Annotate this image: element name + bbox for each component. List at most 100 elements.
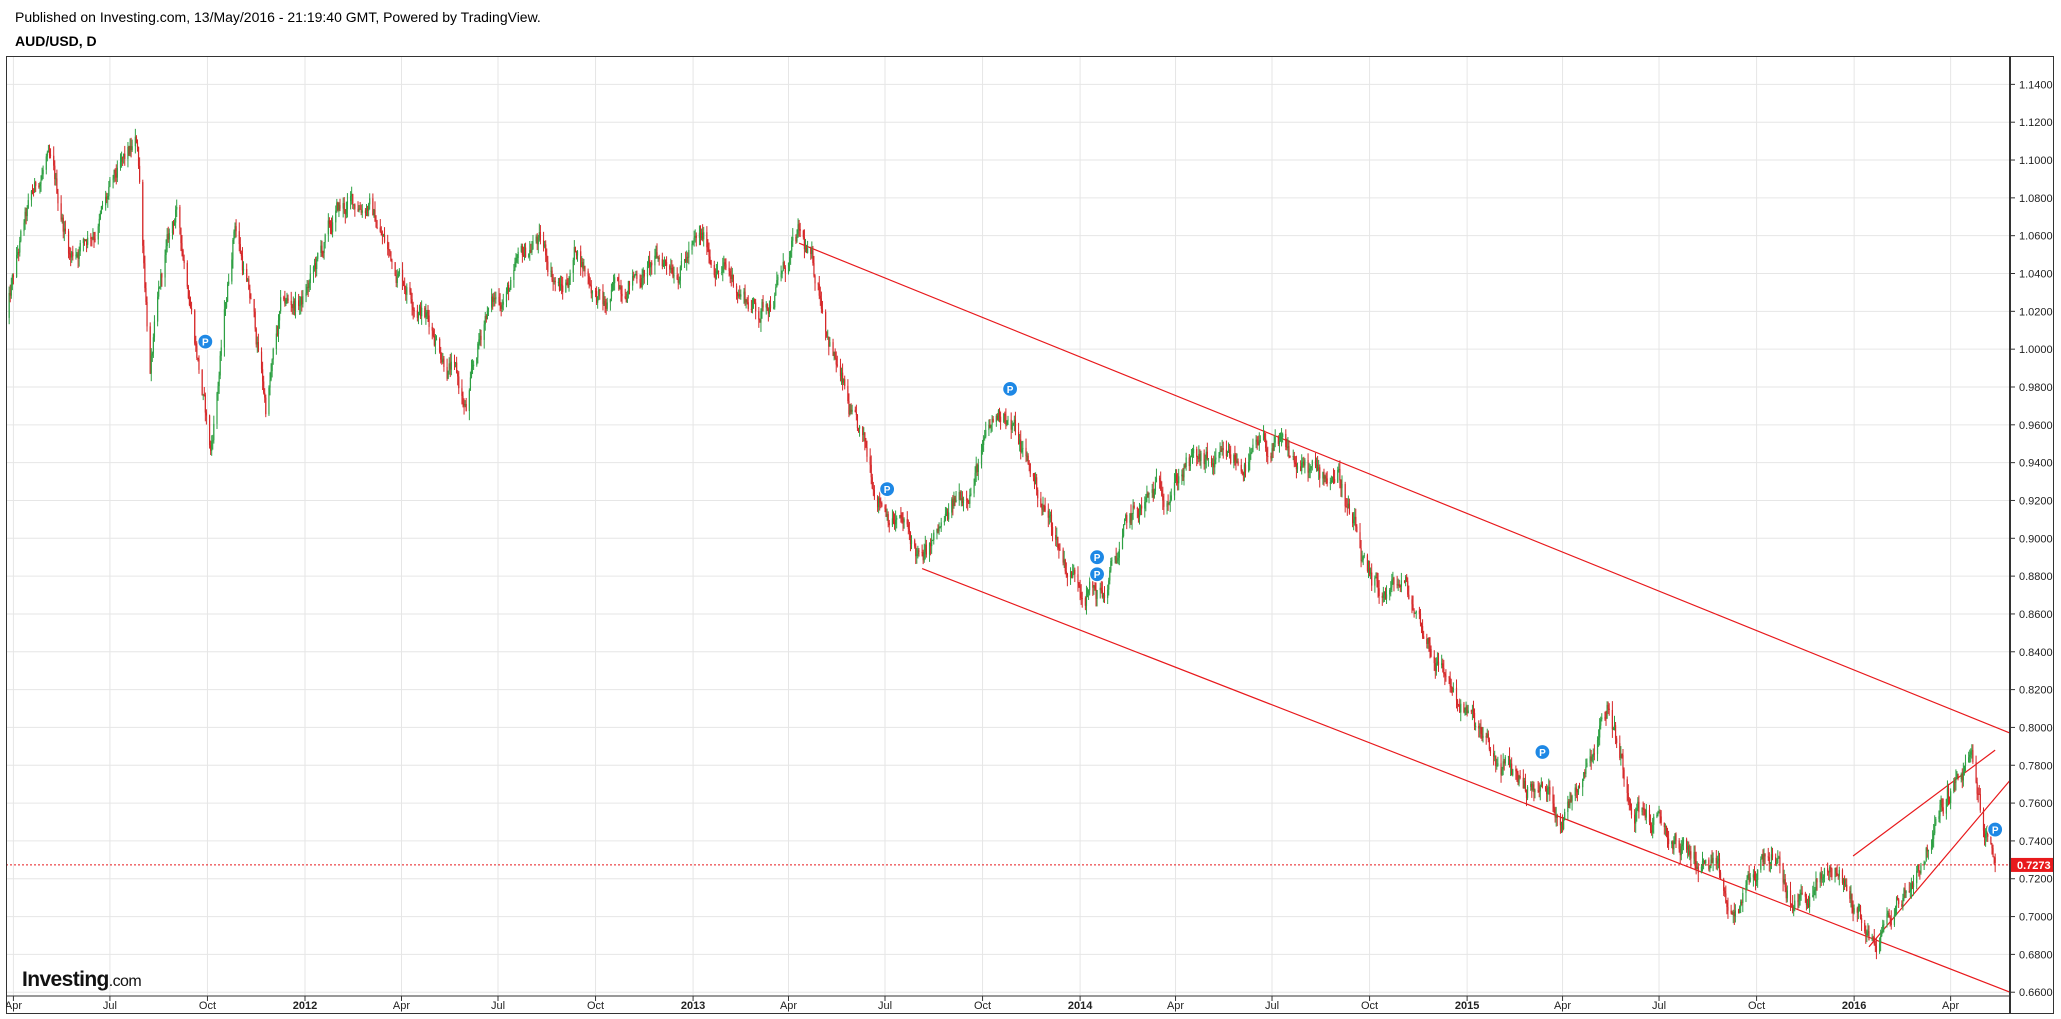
candle-body — [1830, 866, 1832, 869]
candle-body — [176, 207, 178, 210]
candle-body — [1979, 794, 1981, 811]
candle-body — [988, 424, 990, 430]
candle-body — [1619, 743, 1621, 758]
candle-body — [1226, 451, 1229, 457]
candle-body — [323, 242, 325, 254]
candle-body — [470, 368, 473, 378]
candle-body — [1433, 656, 1435, 664]
candle-body — [324, 234, 326, 243]
candle-body — [735, 286, 738, 294]
publication-marker[interactable]: P — [1987, 821, 2004, 838]
candle-body — [1963, 765, 1966, 772]
candle-body — [1898, 899, 1900, 905]
candle-body — [1622, 755, 1624, 770]
candle-body — [380, 231, 382, 236]
publication-marker[interactable]: P — [1534, 743, 1551, 761]
publication-marker[interactable]: P — [879, 481, 896, 498]
publication-marker[interactable]: P — [1002, 380, 1019, 397]
publication-marker[interactable]: P — [1088, 549, 1106, 566]
candle-body — [161, 273, 163, 278]
candle-body — [960, 498, 962, 500]
candle-body — [1159, 477, 1161, 481]
candle-body — [1033, 476, 1036, 485]
candle-body — [1717, 858, 1720, 861]
candle-body — [755, 302, 757, 312]
candle-body — [634, 274, 636, 277]
candle-body — [345, 209, 347, 215]
candle-body — [1905, 891, 1907, 894]
candle-body — [1181, 474, 1183, 477]
candle-body — [1151, 489, 1153, 493]
candle-body — [1012, 423, 1014, 426]
candle-body — [1517, 773, 1519, 784]
candle-body — [999, 416, 1002, 422]
y-tick-label: 0.8800 — [2019, 571, 2053, 583]
candle-body — [989, 424, 991, 428]
candle-body — [1109, 570, 1111, 581]
publication-marker[interactable]: P — [197, 333, 214, 350]
candle-body — [819, 295, 821, 299]
candle-body — [1652, 824, 1654, 833]
candle-body — [1047, 510, 1049, 518]
candle-body — [331, 222, 334, 233]
candle-body — [1895, 897, 1898, 908]
candle-body — [322, 252, 324, 254]
candle-body — [907, 524, 909, 529]
marker-circle — [197, 333, 214, 350]
candle-body — [955, 499, 957, 503]
candle-body — [1978, 793, 1980, 795]
candle-body — [61, 217, 63, 220]
candle-body — [507, 284, 510, 292]
candle-body — [24, 211, 26, 223]
y-tick-label: 1.0400 — [2019, 269, 2053, 281]
candle-body — [1894, 907, 1897, 915]
candle-body — [1986, 830, 1988, 834]
candle-body — [105, 196, 107, 206]
candle-body — [1740, 901, 1742, 907]
price-axis: 1.1400 1.1200 1.1000 1.0800 1.0600 1.0400 1.02… — [2010, 79, 2053, 999]
candle-body — [330, 226, 333, 233]
candle-body — [1762, 854, 1764, 863]
candle-body — [278, 311, 281, 321]
candle-body — [916, 554, 918, 557]
candle-body — [1304, 460, 1306, 466]
candle-body — [575, 251, 578, 256]
candle-body — [1916, 870, 1918, 884]
candle-body — [804, 247, 807, 250]
candle-body — [441, 359, 443, 363]
x-tick-label: Jul — [1652, 1000, 1666, 1012]
candle-body — [211, 441, 213, 451]
candle-body — [633, 275, 635, 277]
candle-body — [1126, 514, 1128, 523]
candle-body — [1816, 879, 1818, 883]
candle-body — [365, 208, 368, 214]
candle-body — [357, 209, 359, 211]
candle-body — [663, 260, 666, 264]
candle-body — [1893, 914, 1896, 925]
candle-body — [1897, 897, 1899, 900]
candle-body — [991, 418, 993, 425]
x-tick-label: Apr — [780, 1000, 797, 1012]
candle-body — [1419, 613, 1422, 624]
candle-body — [1406, 576, 1408, 582]
candle-body — [1746, 878, 1748, 886]
candle-body — [1257, 441, 1259, 445]
y-tick-label: 0.7600 — [2019, 798, 2053, 810]
candle-body — [691, 244, 693, 250]
candle-body — [1764, 854, 1766, 857]
candle-body — [547, 261, 549, 272]
candle-body — [1085, 594, 1088, 606]
candle-body — [1621, 754, 1623, 756]
candle-body — [1237, 461, 1239, 465]
candle-body — [1326, 478, 1328, 484]
candle-body — [1463, 703, 1465, 712]
candle-body — [1110, 560, 1112, 571]
candle-body — [1992, 848, 1994, 858]
candle-body — [361, 210, 363, 213]
candle-body — [550, 270, 552, 272]
candle-body — [1489, 749, 1492, 754]
publication-marker[interactable]: P — [1088, 566, 1106, 583]
candle-body — [213, 423, 215, 441]
